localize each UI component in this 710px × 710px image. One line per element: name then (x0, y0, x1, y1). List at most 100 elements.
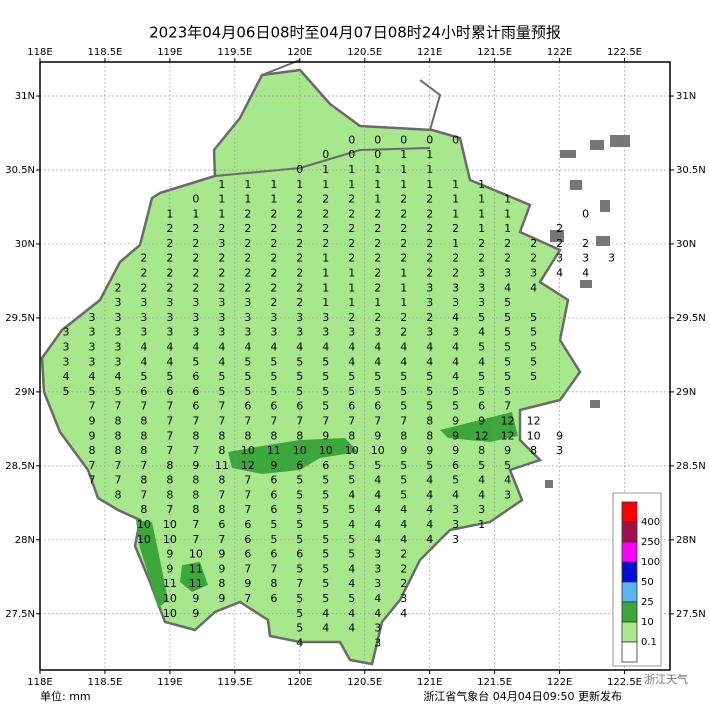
rain-value: 5 (400, 474, 407, 487)
rain-value: 0 (452, 133, 459, 146)
rain-value: 5 (530, 370, 537, 383)
rain-value: 5 (374, 459, 381, 472)
rain-value: 2 (296, 222, 303, 235)
rain-value: 8 (400, 429, 407, 442)
rain-value: 8 (166, 474, 173, 487)
rain-value: 2 (374, 267, 381, 280)
rain-value: 5 (374, 370, 381, 383)
rain-value: 7 (192, 414, 199, 427)
rain-value: 2 (452, 252, 459, 265)
rain-value: 1 (478, 222, 485, 235)
rain-value: 0 (400, 133, 407, 146)
rain-value: 5 (504, 370, 511, 383)
rain-value: 5 (348, 370, 355, 383)
rain-value: 3 (478, 503, 485, 516)
rain-value: 5 (426, 385, 433, 398)
rain-value: 4 (556, 267, 563, 280)
rain-value: 2 (140, 281, 147, 294)
rain-value: 1 (270, 193, 277, 206)
rain-value: 2 (374, 207, 381, 220)
rain-value: 5 (504, 459, 511, 472)
rain-value: 4 (582, 267, 589, 280)
rain-value: 8 (88, 444, 95, 457)
rain-value: 5 (218, 370, 225, 383)
rain-value: 5 (504, 296, 511, 309)
x-tick-label: 122.5E (607, 47, 642, 58)
rain-value: 3 (244, 296, 251, 309)
rain-value: 3 (374, 622, 381, 635)
rain-value: 6 (452, 459, 459, 472)
rain-value: 7 (244, 414, 251, 427)
rain-value: 5 (244, 385, 251, 398)
rain-value: 8 (114, 429, 121, 442)
rain-value: 4 (374, 488, 381, 501)
rain-value: 4 (426, 518, 433, 531)
rain-value: 0 (348, 148, 355, 161)
footer: 浙江省气象台 04月04日09:50 更新发布 (423, 689, 622, 703)
rain-value: 4 (530, 281, 537, 294)
rain-value: 8 (192, 503, 199, 516)
rain-value: 2 (426, 222, 433, 235)
rain-value: 4 (452, 370, 459, 383)
x-tick-label: 119E (157, 677, 182, 688)
rain-value: 10 (241, 444, 255, 457)
rain-value: 1 (452, 237, 459, 250)
rain-value: 2 (192, 252, 199, 265)
rain-value: 2 (400, 311, 407, 324)
rain-value: 2 (348, 311, 355, 324)
rain-value: 5 (478, 459, 485, 472)
rain-value: 9 (426, 444, 433, 457)
rain-value: 7 (166, 444, 173, 457)
rain-value: 1 (218, 193, 225, 206)
rain-value: 3 (582, 252, 589, 265)
rain-value: 5 (348, 459, 355, 472)
rain-value: 4 (192, 341, 199, 354)
y-tick-label: 31N (15, 91, 35, 102)
rain-value: 7 (348, 414, 355, 427)
rain-value: 3 (322, 311, 329, 324)
rain-value: 7 (218, 414, 225, 427)
heavy-rain-area (180, 562, 208, 592)
rain-value: 3 (426, 281, 433, 294)
rain-value: 11 (163, 577, 177, 590)
rain-value: 5 (322, 400, 329, 413)
rain-value: 7 (166, 414, 173, 427)
rain-value: 1 (504, 193, 511, 206)
heavy-rain-area (440, 412, 518, 442)
rain-value: 4 (218, 355, 225, 368)
rain-value: 2 (348, 252, 355, 265)
x-tick-label: 118E (27, 47, 52, 58)
rain-value: 5 (348, 474, 355, 487)
rain-value: 4 (400, 355, 407, 368)
rain-value: 3 (478, 296, 485, 309)
rain-value: 6 (478, 400, 485, 413)
rain-value: 4 (374, 518, 381, 531)
rain-value: 5 (504, 385, 511, 398)
rain-value: 5 (400, 459, 407, 472)
rain-value: 4 (426, 533, 433, 546)
rain-value: 8 (270, 577, 277, 590)
x-tick-label: 122E (547, 47, 572, 58)
rain-value: 6 (296, 548, 303, 561)
rain-value: 6 (192, 385, 199, 398)
rain-value: 7 (244, 503, 251, 516)
rain-value: 4 (426, 355, 433, 368)
rain-value: 1 (504, 222, 511, 235)
rain-value: 9 (192, 592, 199, 605)
rain-value: 2 (348, 237, 355, 250)
y-tick-label: 30.5N (5, 165, 35, 176)
rain-value: 3 (88, 341, 95, 354)
rain-value: 9 (374, 429, 381, 442)
rain-value: 2 (426, 311, 433, 324)
rain-value: 10 (137, 533, 151, 546)
rain-value: 2 (530, 237, 537, 250)
rain-value: 0 (374, 133, 381, 146)
x-tick-label: 121.5E (477, 677, 512, 688)
rain-value: 1 (452, 193, 459, 206)
rain-value: 2 (270, 222, 277, 235)
rain-value: 2 (166, 267, 173, 280)
rain-value: 2 (166, 237, 173, 250)
rain-value: 5 (400, 385, 407, 398)
rain-value: 2 (270, 267, 277, 280)
rain-value: 1 (400, 148, 407, 161)
